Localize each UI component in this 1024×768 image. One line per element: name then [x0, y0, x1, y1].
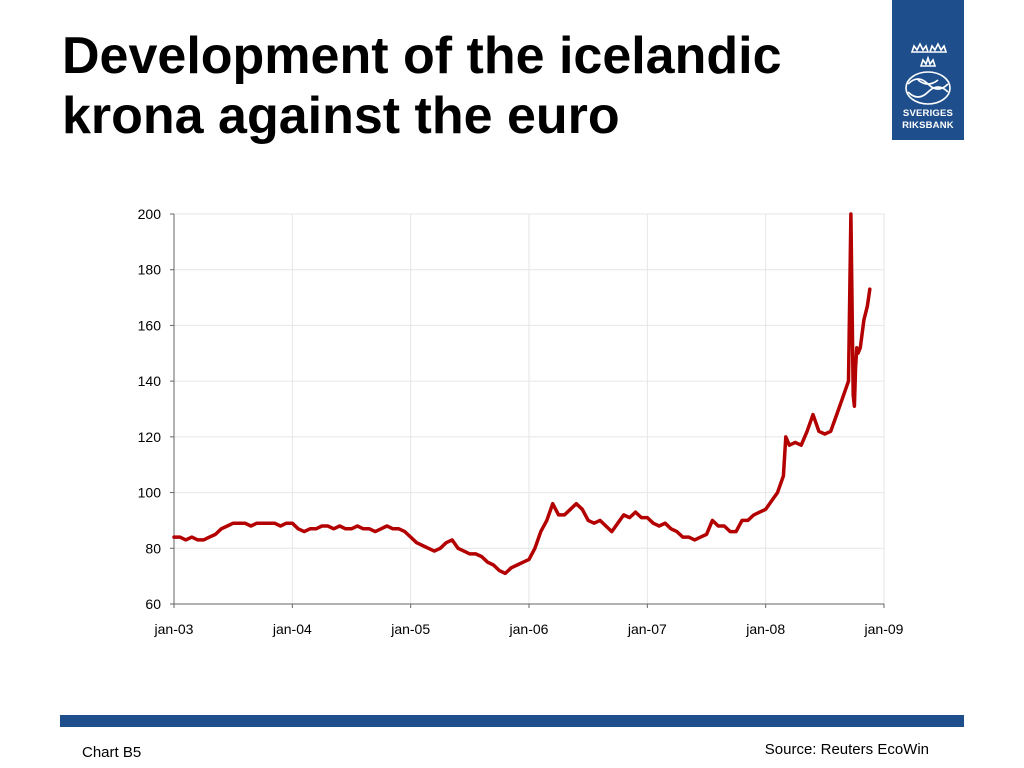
slide-title: Development of the icelandic krona again… — [62, 26, 862, 146]
riksbank-logo: SVERIGES RIKSBANK — [892, 0, 964, 140]
crowned-crest-icon — [905, 42, 951, 105]
series-line-0 — [172, 212, 872, 576]
y-tick-label: 60 — [145, 596, 161, 612]
x-tick-label: jan-09 — [864, 621, 904, 637]
x-tick-label: jan-06 — [509, 621, 549, 637]
logo-text-line-2: RIKSBANK — [902, 120, 954, 131]
x-tick-label: jan-05 — [390, 621, 430, 637]
y-tick-label: 120 — [138, 429, 162, 445]
y-tick-label: 140 — [138, 373, 162, 389]
x-tick-label: jan-08 — [745, 621, 785, 637]
y-tick-label: 100 — [138, 485, 162, 501]
y-tick-label: 180 — [138, 262, 162, 278]
chart-id-label: Chart B5 — [82, 744, 142, 761]
gridlines — [173, 213, 885, 605]
y-axis-tick-labels: 60 80 100 120 140 160 180 200 — [138, 206, 162, 612]
x-tick-label: jan-03 — [154, 621, 194, 637]
y-tick-label: 80 — [145, 540, 161, 556]
x-tick-label: jan-04 — [272, 621, 312, 637]
y-tick-label: 200 — [138, 206, 162, 222]
chart-axes — [170, 213, 885, 608]
title-line-2: krona against the euro — [62, 87, 620, 145]
x-tick-label: jan-07 — [627, 621, 667, 637]
footer-bar — [60, 715, 964, 727]
title-line-1: Development of the icelandic — [62, 27, 782, 85]
x-axis-tick-labels: jan-03 jan-04 jan-05 jan-06 jan-07 jan-08 jan-… — [154, 621, 904, 637]
y-tick-label: 160 — [138, 317, 162, 333]
logo-text-line-1: SVERIGES — [902, 108, 954, 119]
series-layer — [172, 212, 872, 576]
source-label: Source: Reuters EcoWin — [764, 741, 929, 758]
